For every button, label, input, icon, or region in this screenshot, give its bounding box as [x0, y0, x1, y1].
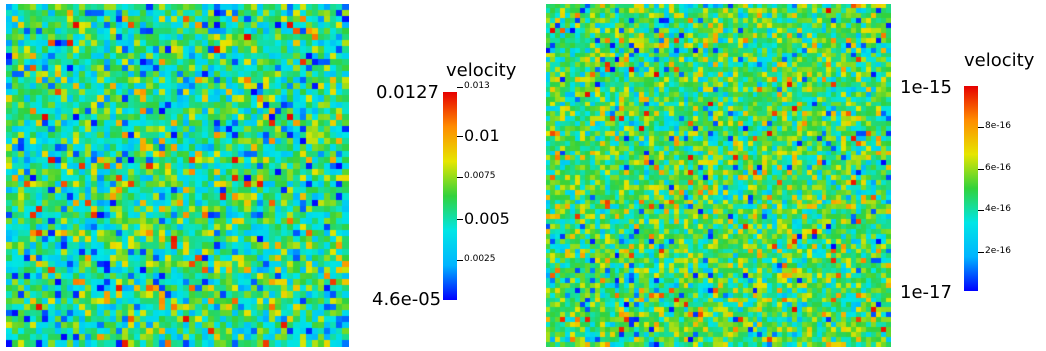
colorbar-tick: [457, 136, 463, 138]
colorbar-tick: [978, 210, 984, 212]
colorbar-tick-label: 0.0025: [464, 253, 496, 264]
colorbar-gradient: [964, 86, 978, 291]
colorbar-tick-label: 0.0075: [464, 171, 496, 182]
colorbar-min-label: 4.6e-05: [372, 289, 442, 310]
colorbar-tick: [457, 177, 463, 179]
colorbar-tick: [978, 168, 984, 170]
colorbar-tick-label: 4e-16: [985, 204, 1011, 215]
colorbar-max-label: 0.0127: [376, 82, 439, 103]
colorbar-tick: [978, 127, 984, 129]
colorbar-tick-label: 6e-16: [985, 162, 1011, 173]
colorbar-tick: [457, 259, 463, 261]
colorbar-tick-label: 0.013: [464, 81, 490, 92]
velocity-heatmap-right: [546, 4, 891, 347]
colorbar-tick: [978, 251, 984, 253]
colorbar-tick-label: 2e-16: [985, 245, 1011, 256]
colorbar-min-label: 1e-17: [900, 282, 952, 303]
colorbar-title: velocity: [964, 50, 1035, 71]
colorbar-tick-label: 0.01: [464, 126, 500, 146]
colorbar-gradient: [443, 92, 457, 300]
colorbar-tick-label: 8e-16: [985, 121, 1011, 132]
colorbar-tick-label: 0.005: [464, 208, 510, 228]
velocity-heatmap-left: [6, 4, 349, 347]
colorbar-tick: [457, 218, 463, 220]
colorbar-tick: [457, 87, 463, 89]
colorbar-max-label: 1e-15: [900, 77, 952, 98]
colorbar-title: velocity: [446, 60, 517, 81]
